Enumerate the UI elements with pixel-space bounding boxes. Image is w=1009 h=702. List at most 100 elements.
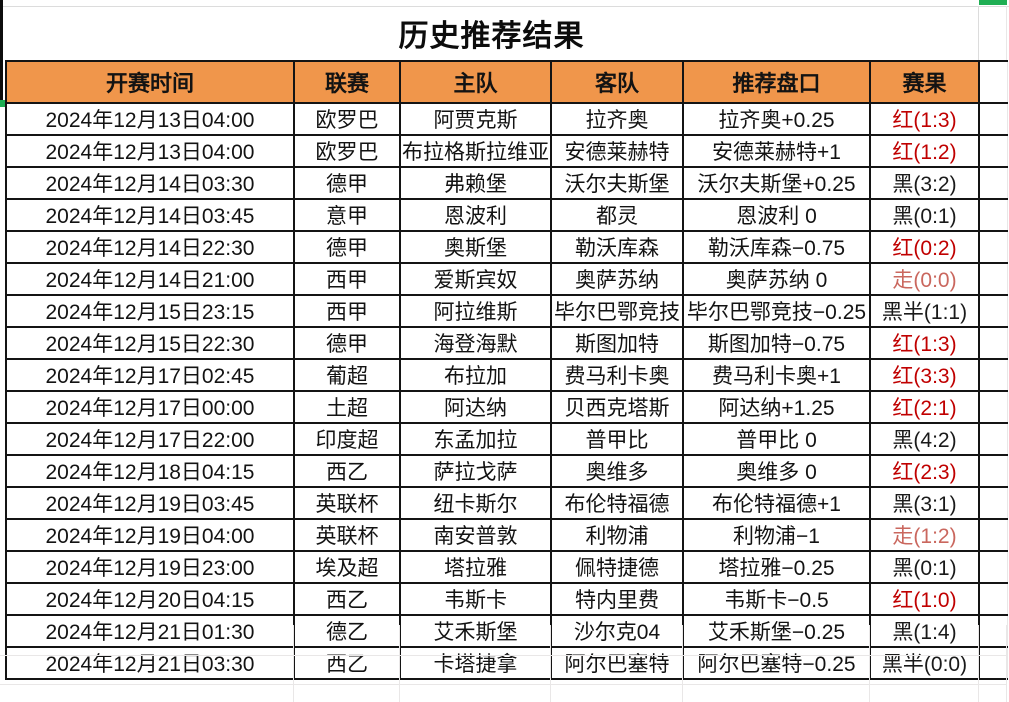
cell-result[interactable]: 红(2:1) — [869, 390, 980, 424]
column-header-0[interactable]: 开赛时间 — [5, 60, 295, 104]
column-header-3[interactable]: 客队 — [550, 60, 684, 104]
cell-league[interactable]: 英联杯 — [293, 518, 401, 552]
cell-handicap[interactable]: 恩波利 0 — [682, 198, 871, 232]
cell-empty[interactable] — [978, 102, 1008, 136]
cell-home[interactable]: 布拉加 — [399, 358, 552, 392]
cell-result[interactable]: 黑半(1:1) — [869, 294, 980, 328]
cell-league[interactable]: 西乙 — [293, 454, 401, 488]
cell-home[interactable]: 东孟加拉 — [399, 422, 552, 456]
cell-time[interactable]: 2024年12月13日04:00 — [5, 134, 295, 168]
cell-time[interactable]: 2024年12月21日03:30 — [5, 646, 295, 680]
cell-away[interactable]: 安德莱赫特 — [550, 134, 684, 168]
cell-home[interactable]: 海登海默 — [399, 326, 552, 360]
cell-result[interactable]: 走(1:2) — [869, 518, 980, 552]
cell-time[interactable]: 2024年12月14日22:30 — [5, 230, 295, 264]
cell-time[interactable]: 2024年12月18日04:15 — [5, 454, 295, 488]
cell-empty[interactable] — [978, 518, 1008, 552]
cell-empty[interactable] — [978, 614, 1008, 648]
cell-league[interactable]: 西乙 — [293, 582, 401, 616]
cell-home[interactable]: 阿达纳 — [399, 390, 552, 424]
cell-empty[interactable] — [978, 390, 1008, 424]
cell-result[interactable]: 走(0:0) — [869, 262, 980, 296]
column-header-5[interactable]: 赛果 — [869, 60, 980, 104]
cell-league[interactable]: 欧罗巴 — [293, 102, 401, 136]
cell-home[interactable]: 弗赖堡 — [399, 166, 552, 200]
cell-result[interactable]: 黑半(0:0) — [869, 646, 980, 680]
cell-away[interactable]: 布伦特福德 — [550, 486, 684, 520]
cell-handicap[interactable]: 沃尔夫斯堡+0.25 — [682, 166, 871, 200]
cell-time[interactable]: 2024年12月19日04:00 — [5, 518, 295, 552]
cell-home[interactable]: 纽卡斯尔 — [399, 486, 552, 520]
cell-away[interactable]: 斯图加特 — [550, 326, 684, 360]
cell-away[interactable]: 勒沃库森 — [550, 230, 684, 264]
cell-away[interactable]: 普甲比 — [550, 422, 684, 456]
cell-league[interactable]: 欧罗巴 — [293, 134, 401, 168]
cell-result[interactable]: 黑(3:1) — [869, 486, 980, 520]
cell-handicap[interactable]: 塔拉雅−0.25 — [682, 550, 871, 584]
cell-handicap[interactable]: 艾禾斯堡−0.25 — [682, 614, 871, 648]
cell-away[interactable]: 阿尔巴塞特 — [550, 646, 684, 680]
cell-home[interactable]: 萨拉戈萨 — [399, 454, 552, 488]
cell-away[interactable]: 贝西克塔斯 — [550, 390, 684, 424]
cell-league[interactable]: 印度超 — [293, 422, 401, 456]
cell-home[interactable]: 爱斯宾奴 — [399, 262, 552, 296]
cell-result[interactable]: 黑(0:1) — [869, 198, 980, 232]
cell-away[interactable]: 特内里费 — [550, 582, 684, 616]
cell-league[interactable]: 西甲 — [293, 262, 401, 296]
cell-empty[interactable] — [978, 166, 1008, 200]
cell-empty[interactable] — [978, 550, 1008, 584]
cell-empty[interactable] — [978, 358, 1008, 392]
cell-result[interactable]: 红(1:2) — [869, 134, 980, 168]
cell-handicap[interactable]: 布伦特福德+1 — [682, 486, 871, 520]
cell-result[interactable]: 红(1:3) — [869, 326, 980, 360]
cell-home[interactable]: 塔拉雅 — [399, 550, 552, 584]
cell-time[interactable]: 2024年12月17日22:00 — [5, 422, 295, 456]
cell-empty[interactable] — [978, 294, 1008, 328]
cell-home[interactable]: 奥斯堡 — [399, 230, 552, 264]
cell-result[interactable]: 红(3:3) — [869, 358, 980, 392]
cell-home[interactable]: 阿拉维斯 — [399, 294, 552, 328]
cell-time[interactable]: 2024年12月15日22:30 — [5, 326, 295, 360]
cell-empty[interactable] — [978, 134, 1008, 168]
cell-league[interactable]: 土超 — [293, 390, 401, 424]
cell-handicap[interactable]: 韦斯卡−0.5 — [682, 582, 871, 616]
cell-time[interactable]: 2024年12月14日03:30 — [5, 166, 295, 200]
cell-handicap[interactable]: 利物浦−1 — [682, 518, 871, 552]
cell-away[interactable]: 利物浦 — [550, 518, 684, 552]
page-title[interactable]: 历史推荐结果 — [398, 20, 585, 53]
cell-result[interactable]: 红(1:0) — [869, 582, 980, 616]
cell-time[interactable]: 2024年12月20日04:15 — [5, 582, 295, 616]
cell-league[interactable]: 德甲 — [293, 166, 401, 200]
column-header-4[interactable]: 推荐盘口 — [682, 60, 871, 104]
cell-away[interactable]: 沙尔克04 — [550, 614, 684, 648]
cell-league[interactable]: 埃及超 — [293, 550, 401, 584]
cell-handicap[interactable]: 普甲比 0 — [682, 422, 871, 456]
cell-league[interactable]: 德甲 — [293, 230, 401, 264]
cell-result[interactable]: 黑(4:2) — [869, 422, 980, 456]
cell-time[interactable]: 2024年12月14日03:45 — [5, 198, 295, 232]
cell-league[interactable]: 西甲 — [293, 294, 401, 328]
empty-column-header[interactable] — [978, 60, 1008, 104]
cell-handicap[interactable]: 勒沃库森−0.75 — [682, 230, 871, 264]
cell-away[interactable]: 都灵 — [550, 198, 684, 232]
cell-result[interactable]: 黑(3:2) — [869, 166, 980, 200]
cell-handicap[interactable]: 奥萨苏纳 0 — [682, 262, 871, 296]
cell-result[interactable]: 黑(0:1) — [869, 550, 980, 584]
column-header-2[interactable]: 主队 — [399, 60, 552, 104]
cell-league[interactable]: 英联杯 — [293, 486, 401, 520]
cell-handicap[interactable]: 毕尔巴鄂竞技−0.25 — [682, 294, 871, 328]
cell-league[interactable]: 葡超 — [293, 358, 401, 392]
cell-home[interactable]: 南安普敦 — [399, 518, 552, 552]
cell-league[interactable]: 意甲 — [293, 198, 401, 232]
cell-handicap[interactable]: 拉齐奥+0.25 — [682, 102, 871, 136]
cell-handicap[interactable]: 费马利卡奥+1 — [682, 358, 871, 392]
cell-empty[interactable] — [978, 454, 1008, 488]
cell-home[interactable]: 恩波利 — [399, 198, 552, 232]
cell-time[interactable]: 2024年12月21日01:30 — [5, 614, 295, 648]
cell-empty[interactable] — [978, 230, 1008, 264]
cell-handicap[interactable]: 阿达纳+1.25 — [682, 390, 871, 424]
cell-result[interactable]: 红(2:3) — [869, 454, 980, 488]
cell-time[interactable]: 2024年12月15日23:15 — [5, 294, 295, 328]
cell-result[interactable]: 黑(1:4) — [869, 614, 980, 648]
cell-home[interactable]: 卡塔捷拿 — [399, 646, 552, 680]
